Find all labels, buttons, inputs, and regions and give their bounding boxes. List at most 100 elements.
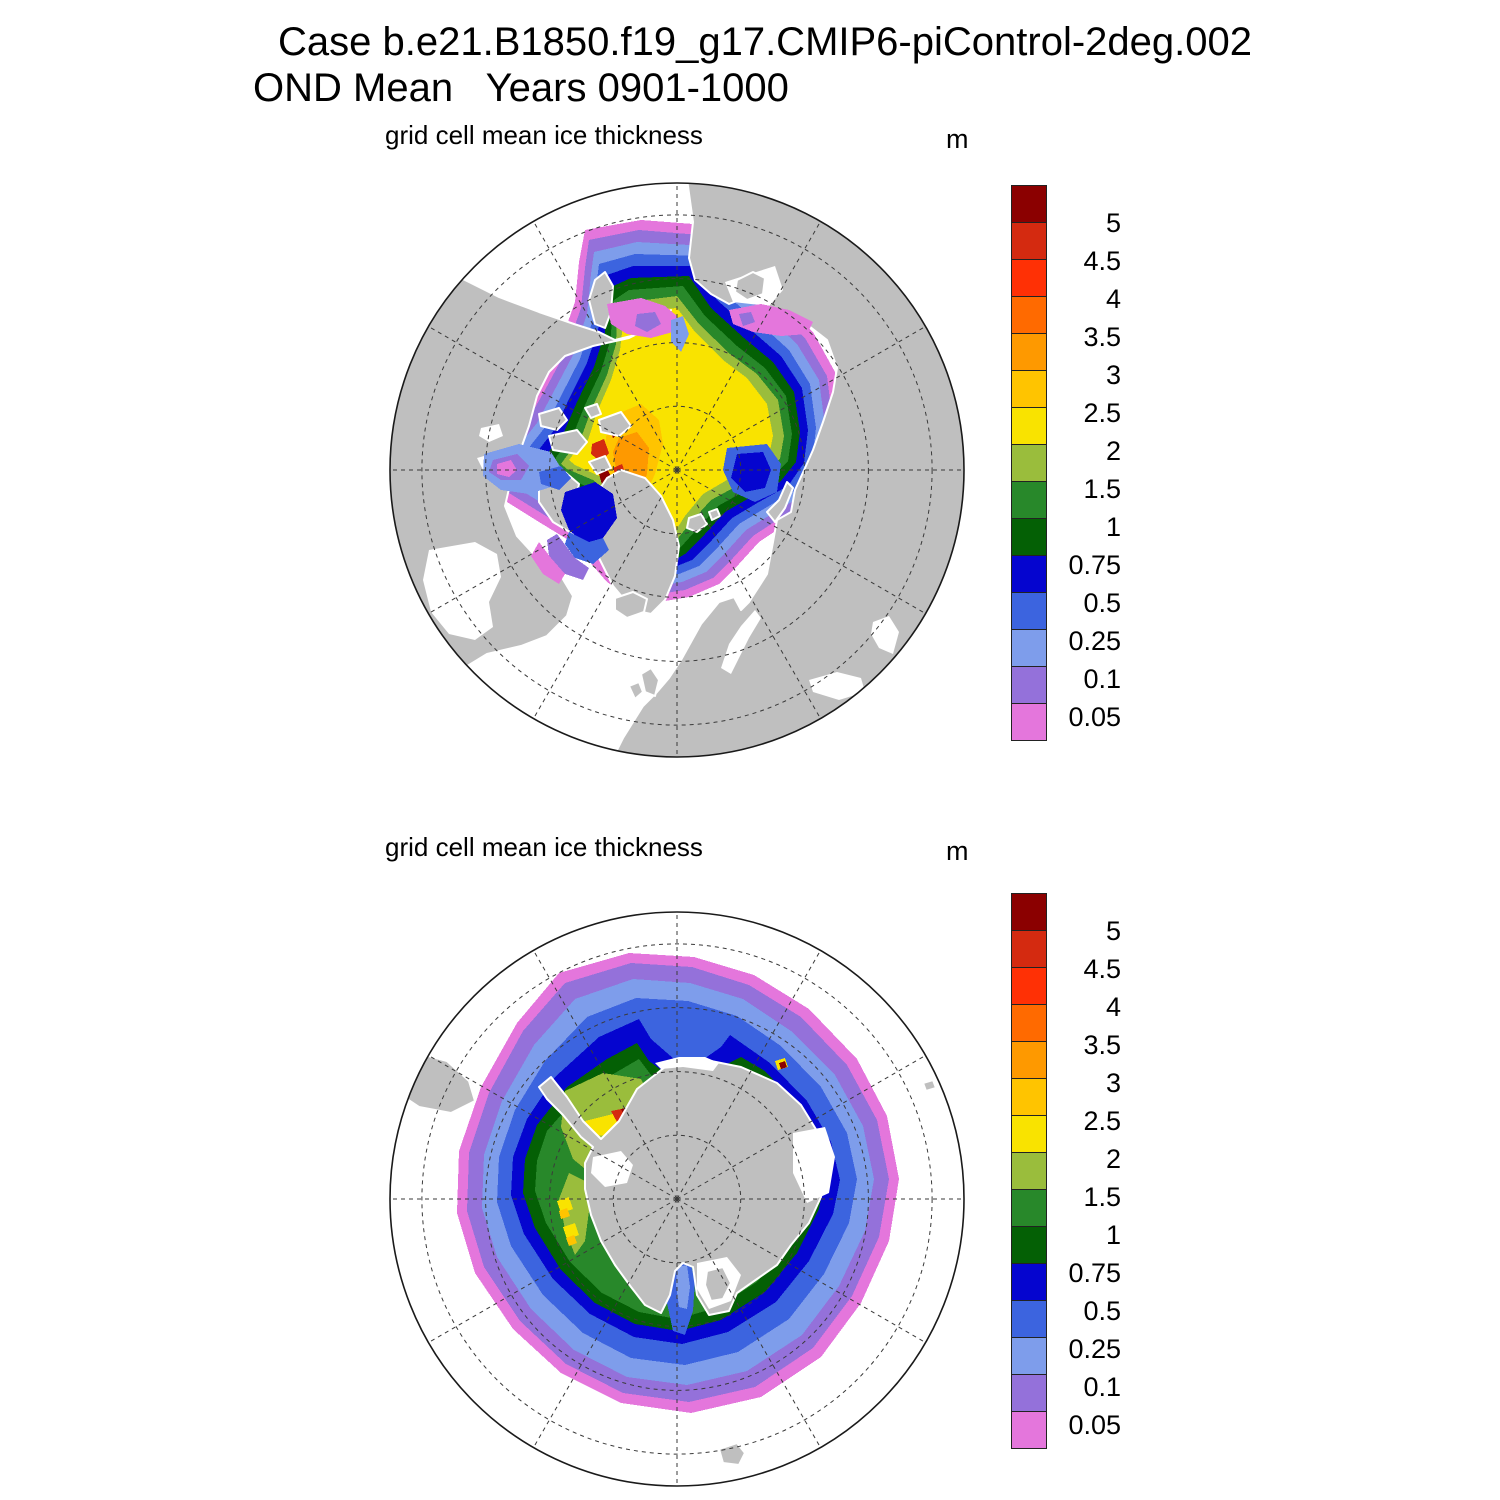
hudson-bay	[423, 542, 501, 640]
colorbar-segment	[1011, 1226, 1047, 1264]
colorbar-tick-label: 4.5	[1083, 246, 1121, 276]
colorbar-segment	[1011, 1152, 1047, 1190]
south-map-title: grid cell mean ice thickness	[385, 832, 703, 862]
colorbar-segment	[1011, 185, 1047, 223]
black-sea	[809, 672, 865, 700]
colorbar-tick-label: 1	[1105, 512, 1121, 542]
colorbar-segment	[1011, 1263, 1047, 1301]
davis-strait-ice	[565, 532, 609, 564]
labrador-ice-fringe	[531, 542, 565, 584]
north-graticule	[390, 183, 964, 757]
colorbar-tick-label: 4	[1105, 284, 1121, 314]
north-polar-map-svg	[389, 182, 965, 758]
graticule-latitude-circle	[421, 214, 933, 726]
colorbar-tick-label: 3	[1105, 360, 1121, 390]
colorbar-tick-label: 5	[1105, 916, 1121, 946]
colorbar-segment	[1011, 555, 1047, 593]
graticule-latitude-circle	[612, 405, 742, 535]
south-map-frame	[389, 911, 965, 1487]
colorbar-tick-label: 0.25	[1068, 626, 1121, 656]
north-polar-map	[389, 182, 965, 758]
colorbar-tick-label: 3	[1105, 1068, 1121, 1098]
baffin-bay-ice	[561, 482, 617, 544]
colorbar-tick-label: 0.5	[1083, 1296, 1121, 1326]
colorbar-segment	[1011, 1374, 1047, 1412]
foxe-basin-ice-core	[497, 460, 517, 477]
land-island-ne-strait	[734, 271, 766, 301]
colorbar-tick-label: 1.5	[1083, 1182, 1121, 1212]
south-polar-map	[389, 911, 965, 1487]
colorbar-segment	[1011, 1004, 1047, 1042]
baltic-sea	[721, 610, 761, 674]
colorbar-segment	[1011, 703, 1047, 741]
west-coast-yellow-spot	[563, 1223, 579, 1239]
west-coast-amber-spot	[559, 1208, 570, 1219]
colorbar-segment	[1011, 1189, 1047, 1227]
okhotsk-sea-ice	[729, 304, 813, 336]
graticule-latitude-circle	[549, 1071, 805, 1327]
island-iceland	[614, 591, 648, 619]
north-colorbar-swatches	[1011, 185, 1047, 741]
season-years-title: OND Mean Years 0901-1000	[253, 66, 789, 110]
colorbar-tick-label: 4.5	[1083, 954, 1121, 984]
north-marginal-ice	[483, 298, 813, 584]
colorbar-tick-label: 2.5	[1083, 398, 1121, 428]
south-polar-map-svg	[389, 911, 965, 1487]
graticule-latitude-circle	[485, 278, 869, 662]
colorbar-tick-label: 2.5	[1083, 1106, 1121, 1136]
island-svalbard	[686, 513, 708, 533]
colorbar-segment	[1011, 592, 1047, 630]
colorbar-segment	[1011, 930, 1047, 968]
colorbar-tick-label: 3.5	[1083, 1030, 1121, 1060]
colorbar-tick-label: 3.5	[1083, 322, 1121, 352]
colorbar-tick-label: 5	[1105, 208, 1121, 238]
west-coast-yellowgreen-band	[559, 1173, 589, 1255]
colorbar-segment	[1011, 518, 1047, 556]
colorbar-tick-label: 0.05	[1068, 702, 1121, 732]
graticule-latitude-circle	[612, 1134, 742, 1264]
island-britain	[640, 667, 660, 697]
island-novaya-zemlya	[766, 481, 794, 523]
south-graticule	[390, 912, 964, 1486]
colorbar-tick-label: 2	[1105, 1144, 1121, 1174]
graticule-latitude-circle	[549, 342, 805, 598]
ross-coastal-channel-inner	[676, 1265, 690, 1309]
graticule-latitude-circle	[485, 1007, 869, 1391]
south-colorbar-units: m	[946, 836, 969, 866]
island-franz-josef	[708, 508, 721, 521]
colorbar-tick-label: 0.75	[1068, 550, 1121, 580]
colorbar-segment	[1011, 1115, 1047, 1153]
colorbar-tick-label: 2	[1105, 436, 1121, 466]
north-colorbar-units: m	[946, 124, 969, 154]
land-victoria-tongue	[704, 1266, 732, 1302]
island-victoria	[548, 429, 588, 455]
west-coast-yellow-spot	[557, 1197, 573, 1213]
island-ireland	[628, 681, 644, 700]
colorbar-tick-label: 1.5	[1083, 474, 1121, 504]
colorbar-segment	[1011, 666, 1047, 704]
colorbar-segment	[1011, 444, 1047, 482]
caspian-sea	[871, 616, 899, 654]
queen-maud-shelf-strip	[655, 1057, 719, 1071]
okhotsk-sea-ice-inner	[739, 312, 755, 326]
graticule-latitude-circle	[421, 943, 933, 1455]
colorbar-tick-label: 0.1	[1083, 664, 1121, 694]
case-title: Case b.e21.B1850.f19_g17.CMIP6-piControl…	[278, 20, 1252, 64]
colorbar-tick-label: 0.5	[1083, 588, 1121, 618]
colorbar-segment	[1011, 407, 1047, 445]
south-colorbar-swatches	[1011, 893, 1047, 1449]
boothia-gulf-ice	[539, 466, 571, 490]
island-kerguelen	[922, 1079, 937, 1092]
colorbar-segment	[1011, 1300, 1047, 1338]
colorbar-segment	[1011, 1041, 1047, 1079]
colorbar-segment	[1011, 481, 1047, 519]
island-banks	[538, 407, 568, 431]
kara-sea-ice-thick	[731, 452, 771, 492]
colorbar-tick-label: 4	[1105, 992, 1121, 1022]
island-falkland	[416, 1039, 431, 1052]
davis-strait-ice-fringe	[547, 534, 589, 580]
colorbar-segment	[1011, 629, 1047, 667]
bering-sea-ice-inner	[635, 312, 661, 332]
colorbar-segment	[1011, 1411, 1047, 1449]
